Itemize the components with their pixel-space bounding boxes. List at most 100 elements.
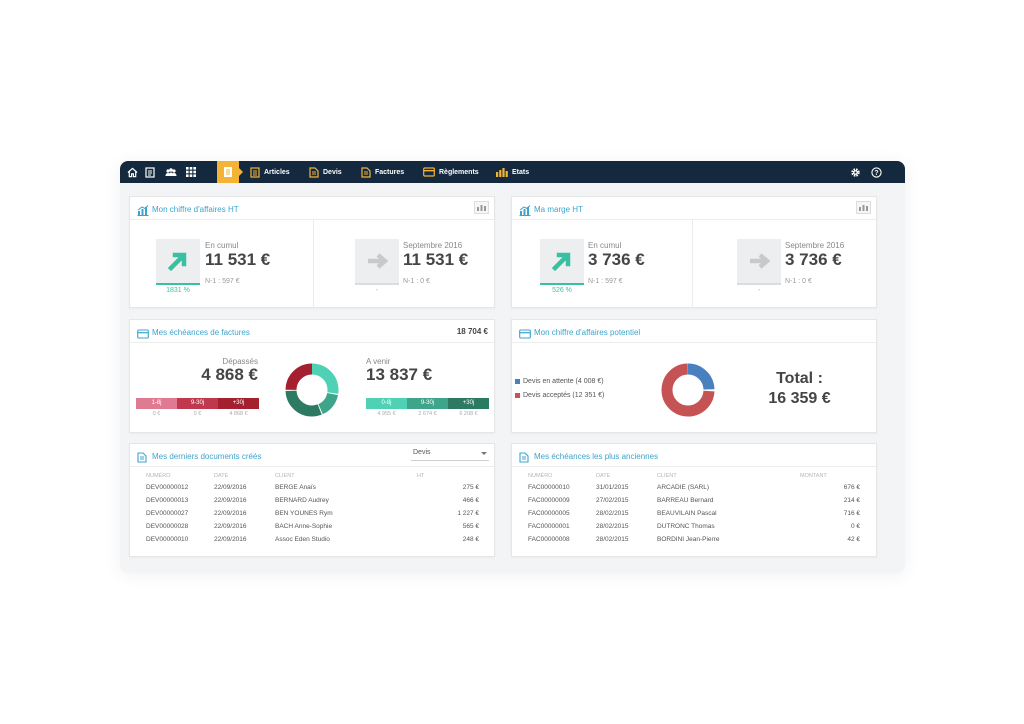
total-label: Total :	[776, 370, 823, 387]
column-header: CLIENT	[275, 472, 295, 479]
table-row[interactable]: FAC00000009 27/02/2015 BARREAU Bernard 2…	[528, 494, 860, 507]
column-header: NUMÉRO	[146, 472, 171, 479]
overdue-bucket-bar: 1-8j 9-30j +30j	[136, 398, 259, 409]
upcoming-bucket-bar: 0-8j 9-30j +30j	[366, 398, 489, 409]
cell-date: 22/09/2016	[214, 523, 247, 530]
cumul-n1: N-1 : 597 €	[205, 278, 240, 285]
factures-icon	[361, 166, 371, 178]
table-row[interactable]: DEV00000028 22/09/2016 BACH Anne-Sophie …	[146, 520, 479, 533]
cell-client: BARREAU Bernard	[657, 497, 714, 504]
document-list-icon[interactable]	[142, 164, 158, 180]
card-payment-icon	[137, 326, 149, 339]
cell-amount: 565 €	[462, 523, 479, 530]
home-icon[interactable]	[124, 164, 140, 180]
help-icon[interactable]: ?	[868, 164, 884, 180]
cell-number: DEV00000013	[146, 497, 189, 504]
arrow-right-icon	[750, 253, 770, 269]
table-row[interactable]: DEV00000010 22/09/2016 Assoc Eden Studio…	[146, 533, 479, 546]
chart-up-icon	[519, 203, 531, 216]
table-row[interactable]: DEV00000013 22/09/2016 BERNARD Audrey 46…	[146, 494, 479, 507]
bucket-30j-plus: +30j	[448, 398, 489, 409]
divider	[692, 220, 693, 308]
nav-articles-label: Articles	[264, 168, 290, 176]
arrow-up-right-icon	[167, 252, 187, 272]
cell-date: 22/09/2016	[214, 484, 247, 491]
nav-etats-label: Etats	[512, 168, 530, 176]
column-header: DATE	[214, 472, 229, 479]
cell-number: FAC00000010	[528, 484, 570, 491]
nav-reglements-label: Règlements	[439, 168, 479, 176]
cell-client: BERGE Anaïs	[275, 484, 316, 491]
table-row[interactable]: FAC00000001 28/02/2015 DUTRONC Thomas 0 …	[528, 520, 860, 533]
cell-client: BERNARD Audrey	[275, 497, 329, 504]
cumul-n1: N-1 : 597 €	[588, 278, 623, 285]
cell-number: DEV00000027	[146, 510, 189, 517]
divider	[130, 219, 494, 220]
table-row[interactable]: FAC00000010 31/01/2015 ARCADIE (SARL) 67…	[528, 481, 860, 494]
cell-amount: 466 €	[462, 497, 479, 504]
table-row[interactable]: FAC00000008 28/02/2015 BORDINI Jean-Pier…	[528, 533, 860, 546]
trend-flat-box	[355, 239, 399, 283]
users-icon[interactable]	[163, 164, 179, 180]
dashboard-icon	[224, 167, 232, 177]
bar-chart-icon	[477, 205, 486, 211]
nav-devis[interactable]: Devis	[309, 161, 342, 183]
column-header: HT	[417, 472, 425, 479]
cell-date: 28/02/2015	[596, 523, 629, 530]
bucket-value: 6 208 €	[459, 411, 478, 417]
month-label: Septembre 2016	[785, 241, 845, 250]
document-type-select[interactable]: Devis	[411, 449, 489, 461]
card-payment-icon	[519, 326, 531, 339]
invoice-due-total: 18 704 €	[456, 327, 488, 336]
nav-articles[interactable]: Articles	[250, 161, 290, 183]
revenue-card-title: Mon chiffre d'affaires HT	[152, 205, 239, 214]
cumul-value: 3 736 €	[588, 250, 645, 269]
cell-date: 28/02/2015	[596, 536, 629, 543]
select-value: Devis	[413, 449, 431, 456]
bucket-value: 0 €	[193, 411, 202, 417]
bucket-9-30j: 9-30j	[177, 398, 218, 409]
invoice-due-card: Mes échéances de factures 18 704 € Dépas…	[129, 319, 495, 433]
table-row[interactable]: DEV00000027 22/09/2016 BEN YOUNES Rym 1 …	[146, 507, 479, 520]
cell-amount: 42 €	[847, 536, 860, 543]
month-label: Septembre 2016	[403, 241, 463, 250]
cell-amount: 1 227 €	[457, 510, 479, 517]
table-header: NUMÉRO DATE CLIENT HT	[146, 470, 479, 481]
bucket-0-8j: 0-8j	[366, 398, 407, 409]
bucket-30j-plus: +30j	[218, 398, 259, 409]
cell-date: 28/02/2015	[596, 510, 629, 517]
bar-chart-icon	[496, 167, 508, 178]
month-value: 3 736 €	[785, 250, 842, 269]
chart-toggle-button[interactable]	[474, 201, 489, 214]
arrow-right-icon	[368, 253, 388, 269]
nav-reglements[interactable]: Règlements	[423, 161, 479, 183]
chevron-down-icon	[481, 452, 487, 455]
table-row[interactable]: FAC00000005 28/02/2015 BEAUVILAIN Pascal…	[528, 507, 860, 520]
cumul-value: 11 531 €	[205, 250, 271, 269]
dashboard-tab-active[interactable]	[217, 161, 243, 183]
month-percent: -	[355, 283, 399, 294]
divider	[130, 466, 494, 467]
arrow-up-right-icon	[551, 252, 571, 272]
legend-pending: Devis en attente (4 008 €)	[515, 378, 604, 385]
margin-card-title: Ma marge HT	[534, 205, 583, 214]
total-value: 16 359 €	[768, 390, 831, 407]
apps-grid-icon[interactable]	[183, 164, 199, 180]
revenue-card: Mon chiffre d'affaires HT 1831 % En cumu…	[129, 196, 495, 308]
recent-documents-table: NUMÉRO DATE CLIENT HT DEV00000012 22/09/…	[146, 470, 479, 546]
cell-number: DEV00000028	[146, 523, 189, 530]
gear-icon[interactable]	[847, 164, 863, 180]
cell-date: 31/01/2015	[596, 484, 629, 491]
column-header: NUMÉRO	[528, 472, 553, 479]
nav-etats[interactable]: Etats	[496, 161, 529, 183]
cell-client: BORDINI Jean-Pierre	[657, 536, 720, 543]
cell-number: FAC00000009	[528, 497, 570, 504]
bucket-value: 0 €	[152, 411, 161, 417]
divider	[313, 220, 314, 308]
chart-toggle-button[interactable]	[856, 201, 871, 214]
table-row[interactable]: DEV00000012 22/09/2016 BERGE Anaïs 275 €	[146, 481, 479, 494]
trend-up-box	[156, 239, 200, 283]
cell-amount: 676 €	[843, 484, 860, 491]
nav-factures[interactable]: Factures	[361, 161, 404, 183]
cell-client: ARCADIE (SARL)	[657, 484, 710, 491]
